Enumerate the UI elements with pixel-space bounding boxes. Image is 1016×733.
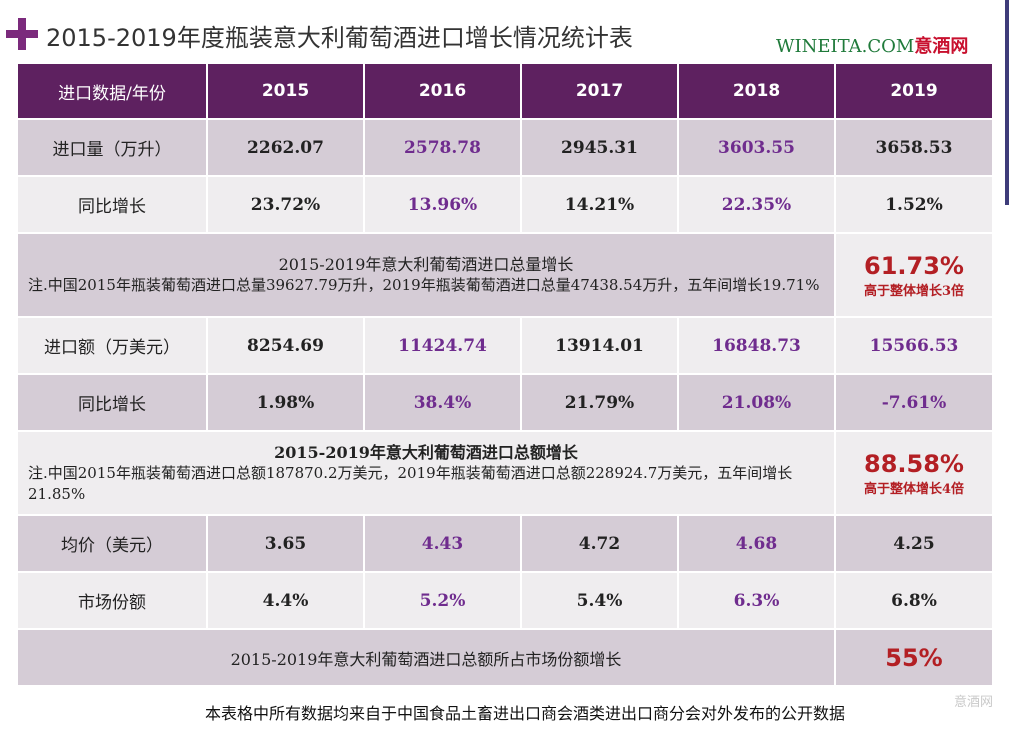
table-cell: 4.4% bbox=[208, 573, 365, 630]
row-label: 同比增长 bbox=[18, 177, 208, 234]
table-cell: 4.25 bbox=[836, 516, 994, 573]
brand-site: WINEITA.COM bbox=[776, 36, 915, 57]
summary-pct: 88.58% bbox=[864, 449, 964, 478]
table-cell: 2262.07 bbox=[208, 120, 365, 177]
table-cell: 6.8% bbox=[836, 573, 994, 630]
page-title: 2015-2019年度瓶装意大利葡萄酒进口增长情况统计表 bbox=[46, 24, 633, 52]
table-row: 进口量（万升） 2262.07 2578.78 2945.31 3603.55 … bbox=[18, 120, 994, 177]
table-cell: 21.08% bbox=[679, 375, 836, 432]
row-label: 进口量（万升） bbox=[18, 120, 208, 177]
year-2015: 2015 bbox=[208, 64, 365, 120]
row-label: 同比增长 bbox=[18, 375, 208, 432]
table-cell: 15566.53 bbox=[836, 318, 994, 375]
table-cell: 22.35% bbox=[679, 177, 836, 234]
summary-row: 2015-2019年意大利葡萄酒进口总量增长 注.中国2015年瓶装葡萄酒进口总… bbox=[18, 234, 994, 318]
summary-note: 2015-2019年意大利葡萄酒进口总量增长 注.中国2015年瓶装葡萄酒进口总… bbox=[18, 234, 836, 318]
summary-sub: 高于整体增长4倍 bbox=[863, 481, 965, 497]
row-label: 均价（美元） bbox=[18, 516, 208, 573]
year-2017: 2017 bbox=[522, 64, 679, 120]
table-cell: 38.4% bbox=[365, 375, 522, 432]
table-cell: 1.98% bbox=[208, 375, 365, 432]
summary-result: 61.73% 高于整体增长3倍 bbox=[836, 234, 994, 318]
summary-row: 2015-2019年意大利葡萄酒进口总额所占市场份额增长 55% bbox=[18, 630, 994, 687]
table-cell: 16848.73 bbox=[679, 318, 836, 375]
brand-logo: WINEITA.COM意酒网 bbox=[776, 32, 968, 58]
table-cell: 2945.31 bbox=[522, 120, 679, 177]
row-label: 市场份额 bbox=[18, 573, 208, 630]
table-cell: 4.72 bbox=[522, 516, 679, 573]
year-2018: 2018 bbox=[679, 64, 836, 120]
row-label: 进口额（万美元） bbox=[18, 318, 208, 375]
summary-result: 55% bbox=[836, 630, 994, 687]
table-cell: 2578.78 bbox=[365, 120, 522, 177]
table-row: 进口额（万美元） 8254.69 11424.74 13914.01 16848… bbox=[18, 318, 994, 375]
table-row: 市场份额 4.4% 5.2% 5.4% 6.3% 6.8% bbox=[18, 573, 994, 630]
footer-note: 本表格中所有数据均来自于中国食品土畜进出口商会酒类进出口商分会对外发布的公开数据 bbox=[205, 704, 846, 723]
summary-text: 注.中国2015年瓶装葡萄酒进口总量39627.79万升，2019年瓶装葡萄酒进… bbox=[28, 276, 820, 294]
table-cell: 14.21% bbox=[522, 177, 679, 234]
table-cell: 8254.69 bbox=[208, 318, 365, 375]
table-cell: 4.68 bbox=[679, 516, 836, 573]
table-cell: 21.79% bbox=[522, 375, 679, 432]
summary-result: 88.58% 高于整体增长4倍 bbox=[836, 432, 994, 516]
table-cell: 13.96% bbox=[365, 177, 522, 234]
plus-icon bbox=[6, 18, 38, 50]
table-cell: 6.3% bbox=[679, 573, 836, 630]
table-cell: 23.72% bbox=[208, 177, 365, 234]
table-cell: 5.2% bbox=[365, 573, 522, 630]
summary-title: 2015-2019年意大利葡萄酒进口总量增长 bbox=[278, 255, 574, 274]
table-cell: -7.61% bbox=[836, 375, 994, 432]
table-cell: 3658.53 bbox=[836, 120, 994, 177]
table-cell: 1.52% bbox=[836, 177, 994, 234]
table-cell: 3.65 bbox=[208, 516, 365, 573]
table-cell: 13914.01 bbox=[522, 318, 679, 375]
year-2019: 2019 bbox=[836, 64, 994, 120]
watermark: 意酒网 bbox=[954, 695, 994, 710]
table-cell: 3603.55 bbox=[679, 120, 836, 177]
share-summary-title: 2015-2019年意大利葡萄酒进口总额所占市场份额增长 bbox=[18, 630, 836, 687]
table-cell: 11424.74 bbox=[365, 318, 522, 375]
scroll-indicator bbox=[1005, 0, 1009, 205]
table-row: 同比增长 23.72% 13.96% 14.21% 22.35% 1.52% bbox=[18, 177, 994, 234]
header-label: 进口数据/年份 bbox=[18, 64, 208, 120]
summary-note: 2015-2019年意大利葡萄酒进口总额增长 注.中国2015年瓶装葡萄酒进口总… bbox=[18, 432, 836, 516]
summary-text: 注.中国2015年瓶装葡萄酒进口总额187870.2万美元，2019年瓶装葡萄酒… bbox=[28, 463, 793, 503]
summary-title: 2015-2019年意大利葡萄酒进口总额增长 bbox=[274, 442, 578, 462]
year-2016: 2016 bbox=[365, 64, 522, 120]
stats-table: 进口数据/年份 2015 2016 2017 2018 2019 进口量（万升）… bbox=[18, 64, 994, 687]
summary-pct: 61.73% bbox=[864, 251, 964, 280]
brand-name: 意酒网 bbox=[914, 36, 969, 57]
summary-sub: 高于整体增长3倍 bbox=[863, 283, 965, 299]
table-row: 同比增长 1.98% 38.4% 21.79% 21.08% -7.61% bbox=[18, 375, 994, 432]
summary-pct: 55% bbox=[885, 643, 943, 672]
table-cell: 5.4% bbox=[522, 573, 679, 630]
table-row: 均价（美元） 3.65 4.43 4.72 4.68 4.25 bbox=[18, 516, 994, 573]
table-cell: 4.43 bbox=[365, 516, 522, 573]
summary-row: 2015-2019年意大利葡萄酒进口总额增长 注.中国2015年瓶装葡萄酒进口总… bbox=[18, 432, 994, 516]
header-row: 进口数据/年份 2015 2016 2017 2018 2019 bbox=[18, 64, 994, 120]
